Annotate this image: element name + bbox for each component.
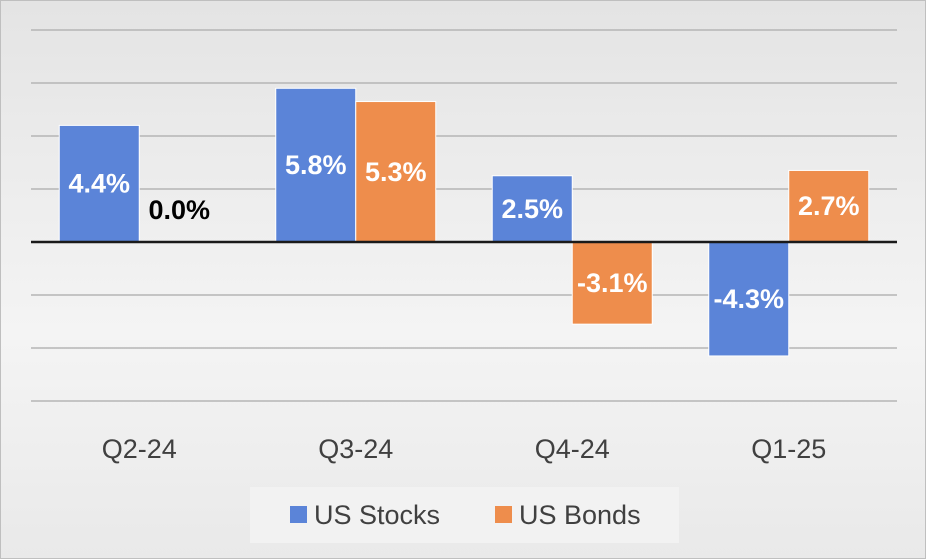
bar-us-stocks-q4-24 [491,175,573,243]
category-label-q3-24: Q3-24 [318,434,393,464]
legend-swatch-us-stocks [290,506,307,523]
legend-swatch-us-bonds [495,506,512,523]
data-label-us-bonds-q2-24: 0.0% [148,195,210,225]
data-label-us-stocks-q4-24: 2.5% [501,194,563,224]
data-labels: 4.4% 0.0% 5.8% 5.3% 2.5% -3.1% -4.3% 2.7% [68,150,859,314]
data-label-us-stocks-q1-25: -4.3% [713,284,784,314]
bar-us-stocks-q1-25 [708,241,790,357]
category-label-q4-24: Q4-24 [535,434,610,464]
bar-us-bonds-q3-24 [355,101,437,243]
bar-us-bonds-q1-25 [788,169,870,243]
legend-label-us-bonds: US Bonds [519,500,641,530]
data-label-us-bonds-q4-24: -3.1% [577,268,648,298]
data-label-us-bonds-q3-24: 5.3% [365,157,427,187]
bar-us-bonds-q4-24 [571,241,653,325]
data-label-us-stocks-q3-24: 5.8% [285,150,347,180]
category-label-q1-25: Q1-25 [751,434,826,464]
bar-us-stocks-q3-24 [275,87,357,243]
legend-background [250,487,679,543]
data-label-us-bonds-q1-25: 2.7% [798,191,860,221]
bars [58,87,870,357]
category-axis: Q2-24 Q3-24 Q4-24 Q1-25 [102,434,827,464]
data-label-us-stocks-q2-24: 4.4% [68,169,130,199]
legend: US Stocks US Bonds [250,487,679,543]
category-label-q2-24: Q2-24 [102,434,177,464]
legend-label-us-stocks: US Stocks [314,500,440,530]
gridlines [31,29,897,402]
